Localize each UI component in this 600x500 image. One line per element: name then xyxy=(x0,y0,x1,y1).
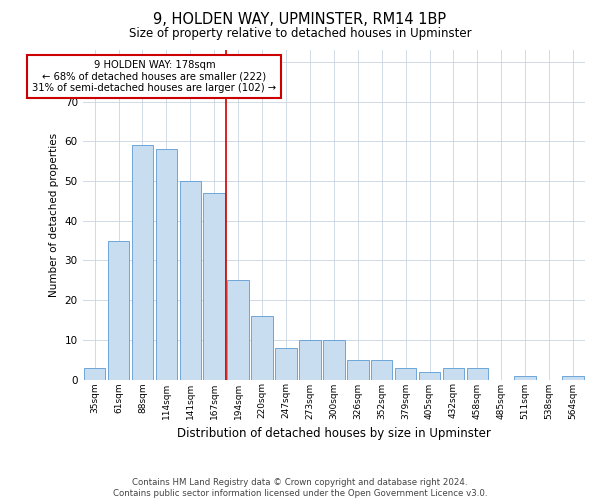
Bar xyxy=(84,368,106,380)
Bar xyxy=(108,240,129,380)
Bar xyxy=(323,340,344,380)
Bar xyxy=(251,316,273,380)
Text: 9, HOLDEN WAY, UPMINSTER, RM14 1BP: 9, HOLDEN WAY, UPMINSTER, RM14 1BP xyxy=(154,12,446,28)
Bar xyxy=(347,360,368,380)
Bar xyxy=(371,360,392,380)
Bar xyxy=(299,340,320,380)
Bar xyxy=(562,376,584,380)
Bar xyxy=(395,368,416,380)
Bar xyxy=(419,372,440,380)
Text: Size of property relative to detached houses in Upminster: Size of property relative to detached ho… xyxy=(128,28,472,40)
Bar xyxy=(227,280,249,380)
Bar xyxy=(275,348,297,380)
Text: Contains HM Land Registry data © Crown copyright and database right 2024.
Contai: Contains HM Land Registry data © Crown c… xyxy=(113,478,487,498)
X-axis label: Distribution of detached houses by size in Upminster: Distribution of detached houses by size … xyxy=(177,427,491,440)
Bar xyxy=(443,368,464,380)
Bar xyxy=(179,181,201,380)
Bar xyxy=(155,150,177,380)
Bar xyxy=(514,376,536,380)
Text: 9 HOLDEN WAY: 178sqm
← 68% of detached houses are smaller (222)
31% of semi-deta: 9 HOLDEN WAY: 178sqm ← 68% of detached h… xyxy=(32,60,277,93)
Bar xyxy=(131,146,153,380)
Bar xyxy=(203,193,225,380)
Y-axis label: Number of detached properties: Number of detached properties xyxy=(49,132,59,297)
Bar xyxy=(467,368,488,380)
